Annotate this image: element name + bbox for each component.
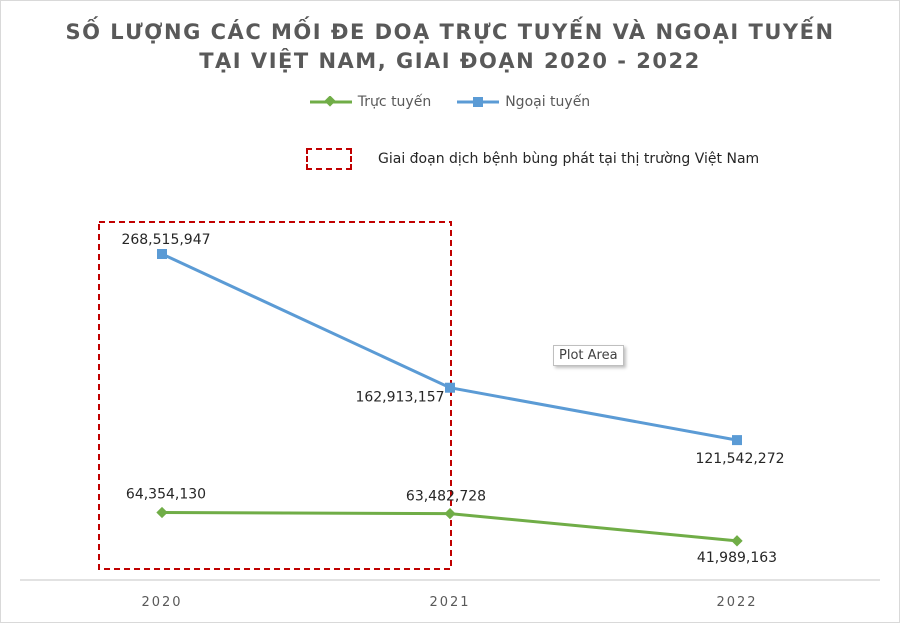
legend-label-truc-tuyen: Trực tuyến (357, 94, 432, 110)
x-tick-label-2020: 2020 (141, 595, 182, 610)
legend-label-ngoai-tuyen: Ngoại tuyến (505, 94, 591, 110)
legend-line-square-icon (457, 97, 500, 107)
data-point-truc-tuyen-2020[interactable] (156, 506, 168, 519)
x-tick-label-2022: 2022 (716, 595, 757, 610)
annotation-dashed-rect (98, 221, 452, 570)
legend-line-diamond-icon (309, 96, 352, 107)
data-point-ngoai-tuyen-2022[interactable] (732, 435, 742, 446)
legend: Trực tuyến Ngoại tuyến (0, 94, 900, 110)
chart-title-line-2: TẠI VIỆT NAM, GIAI ĐOẠN 2020 - 2022 (199, 49, 701, 73)
data-label-0-1: 63,482,728 (406, 489, 486, 505)
chart-title-line-1: SỐ LƯỢNG CÁC MỐI ĐE DOẠ TRỰC TUYẾN VÀ NG… (65, 20, 835, 44)
plot-area-tooltip: Plot Area (553, 345, 624, 366)
data-label-1-0: 268,515,947 (121, 232, 210, 248)
annotation-text: Giai đoạn dịch bệnh bùng phát tại thị tr… (378, 151, 760, 167)
data-label-1-1: 162,913,157 (355, 390, 444, 406)
data-point-ngoai-tuyen-2020[interactable] (157, 249, 167, 259)
annotation-legend: Giai đoạn dịch bệnh bùng phát tại thị tr… (306, 148, 759, 170)
data-point-truc-tuyen-2022[interactable] (731, 535, 743, 547)
data-label-0-2: 41,989,163 (697, 550, 777, 566)
data-label-1-2: 121,542,272 (695, 451, 784, 467)
data-point-truc-tuyen-2021[interactable] (444, 507, 456, 520)
data-label-0-0: 64,354,130 (126, 487, 206, 503)
legend-item-ngoai-tuyen: Ngoại tuyến (457, 94, 590, 110)
x-tick-label-2021: 2021 (429, 595, 470, 610)
data-point-ngoai-tuyen-2021[interactable] (445, 382, 455, 393)
chart-title: SỐ LƯỢNG CÁC MỐI ĐE DOẠ TRỰC TUYẾN VÀ NG… (0, 18, 900, 76)
dashed-box-icon (306, 148, 352, 170)
legend-item-truc-tuyen: Trực tuyến (309, 94, 432, 110)
series-line-1 (161, 252, 738, 442)
